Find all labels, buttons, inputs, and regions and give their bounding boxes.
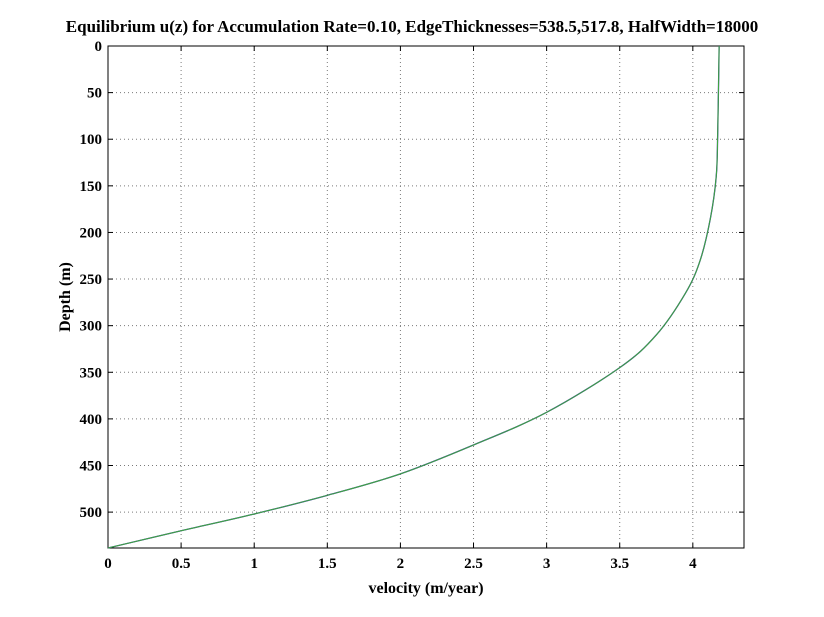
y-tick-label: 150 [80,179,103,195]
x-tick-label: 1 [250,556,258,572]
y-tick-label: 100 [80,132,103,148]
series-line-2 [107,45,720,549]
y-axis-label: Depth (m) [57,262,74,332]
y-tick-label: 350 [80,365,103,381]
ticks: 0 0.5 1 1.5 2 2.5 3 3.5 4 0 50 100 150 200 250 300 350 40… [80,39,744,572]
y-tick-label: 250 [80,272,103,288]
x-tick-label: 2 [397,556,405,572]
y-tick-label: 400 [80,412,103,428]
x-tick-label: 0 [104,556,112,572]
series-line-1 [107,45,720,549]
y-tick-label: 450 [80,458,103,474]
x-axis-label: velocity (m/year) [368,580,483,597]
plot-frame [107,45,745,549]
y-tick-label: 300 [80,319,103,335]
series [107,45,720,549]
y-tick-label: 50 [87,86,102,102]
chart-title: Equilibrium u(z) for Accumulation Rate=0… [65,17,759,36]
x-tick-label: 0.5 [172,556,191,572]
x-tick-label: 4 [689,556,697,572]
x-tick-label: 1.5 [318,556,337,572]
x-tick-label: 2.5 [464,556,483,572]
y-tick-label: 200 [80,225,103,241]
grid [107,45,744,548]
y-tick-label: 500 [80,505,103,521]
x-tick-label: 3.5 [610,556,629,572]
y-tick-label: 0 [95,39,103,55]
x-tick-label: 3 [543,556,551,572]
